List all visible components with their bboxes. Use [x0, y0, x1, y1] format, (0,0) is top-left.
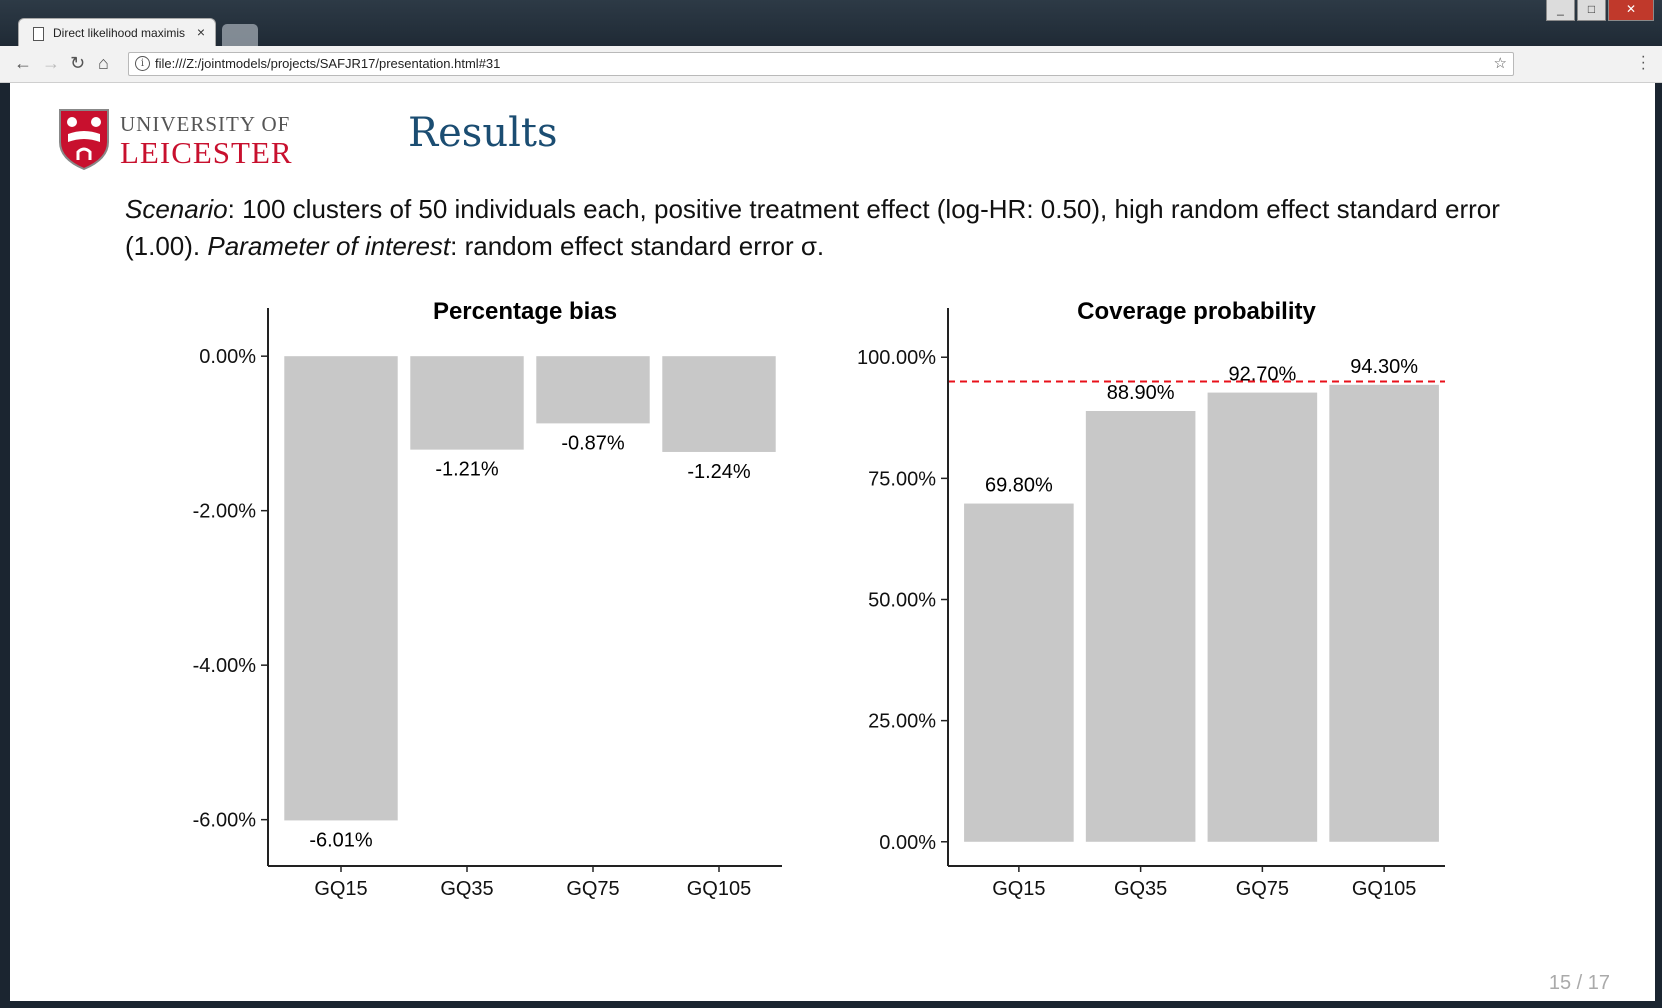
window-controls: _ □ ✕ — [1546, 0, 1654, 21]
parameter-description: : random effect standard error σ. — [450, 231, 825, 261]
home-icon[interactable]: ⌂ — [98, 53, 109, 73]
x-tick-label: GQ75 — [566, 878, 619, 900]
slide-title: Results — [408, 110, 558, 156]
scenario-label: Scenario — [125, 194, 228, 224]
data-label: 69.80% — [985, 475, 1053, 497]
tab-close-icon[interactable]: × — [196, 24, 205, 40]
scenario-text: Scenario: 100 clusters of 50 individuals… — [125, 191, 1505, 265]
y-tick-label: 75.00% — [868, 468, 936, 490]
window-titlebar: Direct likelihood maximis × _ □ ✕ — [0, 0, 1662, 47]
parameter-label: Parameter of interest — [207, 231, 451, 261]
data-label: -0.87% — [561, 432, 625, 454]
chart-title: Coverage probability — [1077, 298, 1316, 325]
scenario-description: : 100 clusters of 50 individuals each, p… — [125, 194, 1500, 261]
crest-icon — [59, 109, 109, 170]
y-tick-label: 100.00% — [857, 347, 936, 369]
bar-gq15 — [284, 356, 398, 821]
y-tick-label: 0.00% — [199, 346, 256, 368]
chart-title: Percentage bias — [433, 298, 617, 325]
data-label: 88.90% — [1107, 382, 1175, 404]
y-tick-label: -4.00% — [193, 655, 257, 677]
url-text[interactable]: file:///Z:/jointmodels/projects/SAFJR17/… — [155, 56, 501, 71]
bar-gq75 — [536, 356, 650, 424]
x-tick-label: GQ75 — [1236, 878, 1289, 900]
slide-page-number: 15 / 17 — [1548, 972, 1610, 994]
coverage-chart: Coverage probability 69.80% GQ15 88.90% GQ35… — [840, 293, 1540, 918]
close-window-button[interactable]: ✕ — [1608, 0, 1654, 21]
back-arrow-icon[interactable]: ← — [14, 53, 32, 73]
bias-chart-svg: Percentage bias -6.01% GQ15 -1.21% GQ35 -0.87… — [193, 298, 782, 900]
y-tick-label: 0.00% — [879, 832, 936, 854]
slide: UNIVERSITY OF LEICESTER Results Scenario… — [10, 83, 1655, 1001]
data-label: -6.01% — [309, 829, 373, 851]
x-tick-label: GQ35 — [1114, 878, 1167, 900]
data-label: 94.30% — [1350, 356, 1418, 378]
bar-gq75 — [1207, 392, 1318, 842]
logo-text-university: UNIVERSITY OF — [120, 112, 291, 136]
bookmark-star-icon[interactable]: ☆ — [1493, 55, 1507, 72]
bar-gq35 — [1085, 411, 1196, 842]
y-tick-label: 25.00% — [868, 711, 936, 733]
x-tick-label: GQ35 — [440, 878, 493, 900]
y-tick-label: -2.00% — [193, 501, 257, 523]
x-tick-label: GQ15 — [314, 878, 367, 900]
coverage-chart-svg: Coverage probability 69.80% GQ15 88.90% GQ35… — [857, 298, 1445, 900]
tab-title: Direct likelihood maximis — [53, 26, 186, 40]
logo-text-leicester: LEICESTER — [120, 135, 293, 170]
address-bar[interactable]: i file:///Z:/jointmodels/projects/SAFJR1… — [128, 52, 1514, 76]
info-icon[interactable]: i — [135, 56, 150, 71]
bar-gq15 — [964, 503, 1074, 842]
browser-toolbar: ← → ↻ ⌂ i file:///Z:/jointmodels/project… — [0, 46, 1662, 83]
data-label: -1.21% — [435, 459, 499, 481]
data-label: -1.24% — [687, 461, 751, 483]
y-tick-label: -6.00% — [193, 810, 257, 832]
bar-gq105 — [662, 356, 776, 452]
x-tick-label: GQ105 — [1352, 878, 1416, 900]
bar-gq105 — [1329, 384, 1439, 842]
minimize-button[interactable]: _ — [1546, 0, 1575, 21]
x-tick-label: GQ15 — [992, 878, 1045, 900]
menu-kebab-icon[interactable]: · · · — [1640, 48, 1646, 77]
browser-tab[interactable]: Direct likelihood maximis × — [18, 18, 216, 47]
maximize-button[interactable]: □ — [1577, 0, 1606, 21]
y-tick-label: 50.00% — [868, 590, 936, 612]
data-label: 92.70% — [1228, 364, 1296, 386]
bar-gq35 — [410, 356, 524, 450]
forward-arrow-icon[interactable]: → — [42, 53, 60, 73]
bias-chart: Percentage bias -6.01% GQ15 -1.21% GQ35 -0.87… — [160, 293, 840, 918]
document-icon — [33, 27, 44, 41]
new-tab-button[interactable] — [222, 24, 258, 46]
x-tick-label: GQ105 — [687, 878, 751, 900]
reload-icon[interactable]: ↻ — [70, 53, 86, 73]
